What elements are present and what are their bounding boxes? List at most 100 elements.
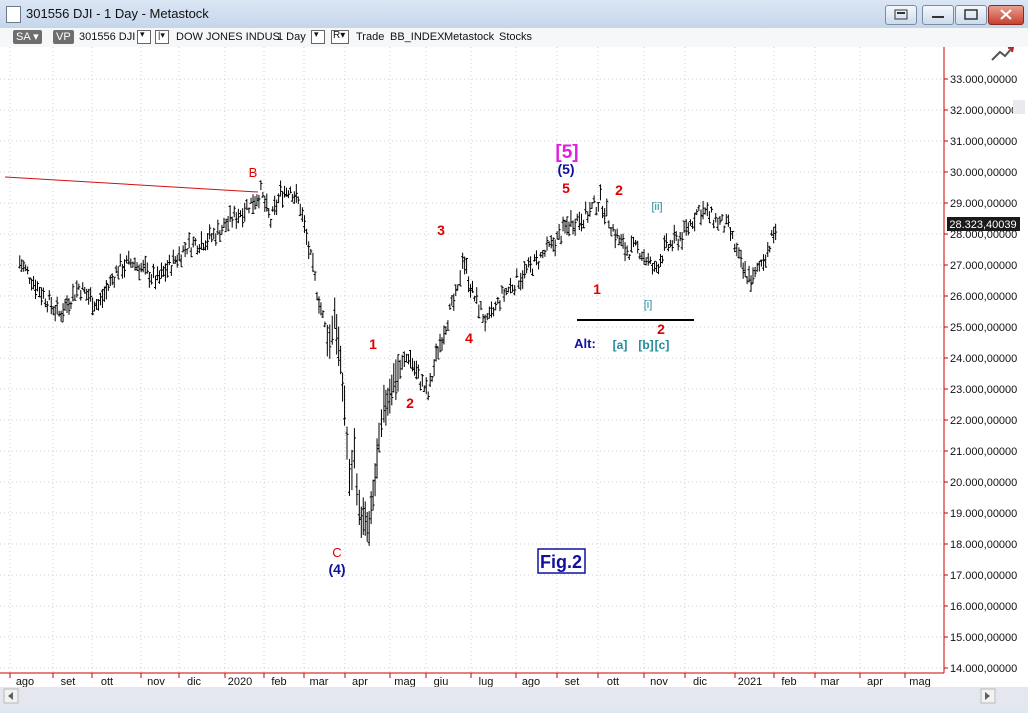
date-tick-label: ago	[522, 676, 540, 688]
date-tick-label: dic	[187, 676, 202, 688]
date-tick-label: nov	[147, 676, 165, 688]
wave-label-3: 3	[437, 222, 445, 238]
r-dropdown-label: R▾	[333, 30, 346, 41]
gridlines	[0, 47, 944, 673]
bb-index-label: BB_INDEX	[390, 31, 445, 43]
alt-wave-a: [a]	[613, 338, 628, 352]
figure-label: Fig.2	[540, 552, 582, 572]
layout-icon	[894, 9, 908, 20]
date-tick-label: apr	[352, 676, 368, 688]
maximize-icon	[964, 9, 978, 20]
date-axis-panel	[0, 673, 944, 686]
wave-label-oct-2: 2	[615, 182, 623, 198]
security-name: DOW JONES INDUS	[176, 31, 280, 43]
price-axis-panel	[944, 47, 1028, 681]
r-dropdown[interactable]: R▾	[331, 30, 349, 44]
price-tick-label: 22.000,00000	[950, 415, 1017, 427]
chart-toolbar: SA ▾ VP 301556 DJI ▾ |▾ DOW JONES INDUS …	[0, 28, 1028, 47]
price-tick-label: 29.000,00000	[950, 198, 1017, 210]
price-tick-label: 25.000,00000	[950, 322, 1017, 334]
trendline[interactable]	[4, 176, 259, 193]
periodicity-dropdown[interactable]: ▾	[311, 29, 325, 44]
date-tick-label: feb	[271, 676, 286, 688]
date-tick-label: apr	[867, 676, 883, 688]
wave-label-i: [i]	[644, 299, 653, 311]
stocks-label: Stocks	[499, 31, 533, 43]
date-tick-label: set	[565, 676, 580, 688]
wave-label-4-minor: 4	[465, 330, 473, 346]
draw-tool-icon[interactable]	[991, 45, 1015, 61]
wave-label-5-intermediate: (5)	[557, 161, 574, 177]
wave-label-5: 5	[562, 180, 570, 196]
window-titlebar: 301556 DJI - 1 Day - Metastock	[0, 0, 1028, 29]
price-axis: 33.000,00000 32.000,00000 31.000,00000 30.0…	[944, 74, 1017, 675]
date-tick-label: 2021	[738, 676, 762, 688]
chart-area[interactable]: 33.000,00000 32.000,00000 31.000,00000 30.0…	[0, 45, 1028, 708]
price-tick-label: 16.000,00000	[950, 601, 1017, 613]
price-tick-label: 19.000,00000	[950, 508, 1017, 520]
chevron-down-icon: ▾	[140, 29, 145, 39]
r-label: R	[333, 30, 341, 41]
wave-label-b: B	[249, 165, 258, 180]
vertical-scroll-handle[interactable]	[1013, 100, 1025, 114]
layout-button[interactable]	[885, 5, 917, 25]
price-tick-label: 31.000,00000	[950, 136, 1017, 148]
horizontal-scrollbar[interactable]	[0, 687, 1028, 708]
chevron-down-icon: ▾	[314, 29, 319, 39]
symbol-label: 301556 DJI	[79, 31, 136, 43]
price-tick-label: 28.000,00000	[950, 229, 1017, 241]
price-tick-label: 15.000,00000	[950, 632, 1017, 644]
date-tick-label: feb	[781, 676, 796, 688]
date-tick-label: ott	[101, 676, 113, 688]
window-title: 301556 DJI - 1 Day - Metastock	[26, 6, 209, 21]
sa-button[interactable]: SA ▾	[13, 30, 42, 44]
alt-label: Alt:	[574, 336, 596, 351]
price-tick-label: 17.000,00000	[950, 570, 1017, 582]
metastock-label: Metastock	[444, 31, 495, 43]
chart-background	[0, 47, 1028, 708]
date-tick-label: mar	[821, 676, 840, 688]
price-tick-label: 20.000,00000	[950, 477, 1017, 489]
date-tick-label: giu	[434, 676, 449, 688]
last-price-label: 28.323,40039	[949, 219, 1016, 231]
date-tick-label: mag	[909, 676, 930, 688]
wave-label-2: 2	[406, 395, 414, 411]
price-tick-label: 33.000,00000	[950, 74, 1017, 86]
close-icon	[1000, 9, 1012, 20]
price-tick-label: 32.000,00000	[950, 105, 1017, 117]
wave-label-1: 1	[369, 336, 377, 352]
wave-label-oct-1: 1	[593, 281, 601, 297]
price-tick-label: 30.000,00000	[950, 167, 1017, 179]
price-tick-label: 26.000,00000	[950, 291, 1017, 303]
price-chart[interactable]: 33.000,00000 32.000,00000 31.000,00000 30.0…	[0, 45, 1028, 708]
alt-wave-c: [c]	[655, 338, 670, 352]
document-icon	[6, 6, 21, 23]
vp-button[interactable]: VP	[53, 30, 74, 44]
date-tick-label: ott	[607, 676, 619, 688]
date-tick-label: mar	[310, 676, 329, 688]
minimize-icon	[932, 16, 944, 18]
price-tick-label: 14.000,00000	[950, 663, 1017, 675]
close-button[interactable]	[988, 5, 1024, 25]
trade-label[interactable]: Trade	[356, 31, 385, 43]
right-arrow-icon	[985, 692, 990, 700]
minimize-button[interactable]	[922, 5, 954, 25]
price-tick-label: 24.000,00000	[950, 353, 1017, 365]
date-tick-label: ago	[16, 676, 34, 688]
price-tick-label: 21.000,00000	[950, 446, 1017, 458]
maximize-button[interactable]	[955, 5, 987, 25]
periodicity-label: 1 Day	[277, 31, 306, 43]
symbol-dropdown[interactable]: ▾	[137, 29, 151, 44]
price-tick-label: 27.000,00000	[950, 260, 1017, 272]
date-tick-label: mag	[394, 676, 415, 688]
wave-label-ii: [ii]	[652, 201, 663, 213]
sa-label: SA	[16, 31, 31, 43]
left-arrow-icon	[8, 692, 13, 700]
date-tick-label: 2020	[228, 676, 252, 688]
date-tick-label: set	[61, 676, 76, 688]
wave-label-c: C	[332, 545, 341, 560]
last-price-box	[947, 217, 1020, 231]
date-axis: ago set ott nov dic 2020 feb mar apr mag giu lug ago…	[9, 673, 931, 688]
wave-label-5-primary: [5]	[555, 142, 578, 163]
security-chooser-button[interactable]: |▾	[155, 30, 169, 44]
